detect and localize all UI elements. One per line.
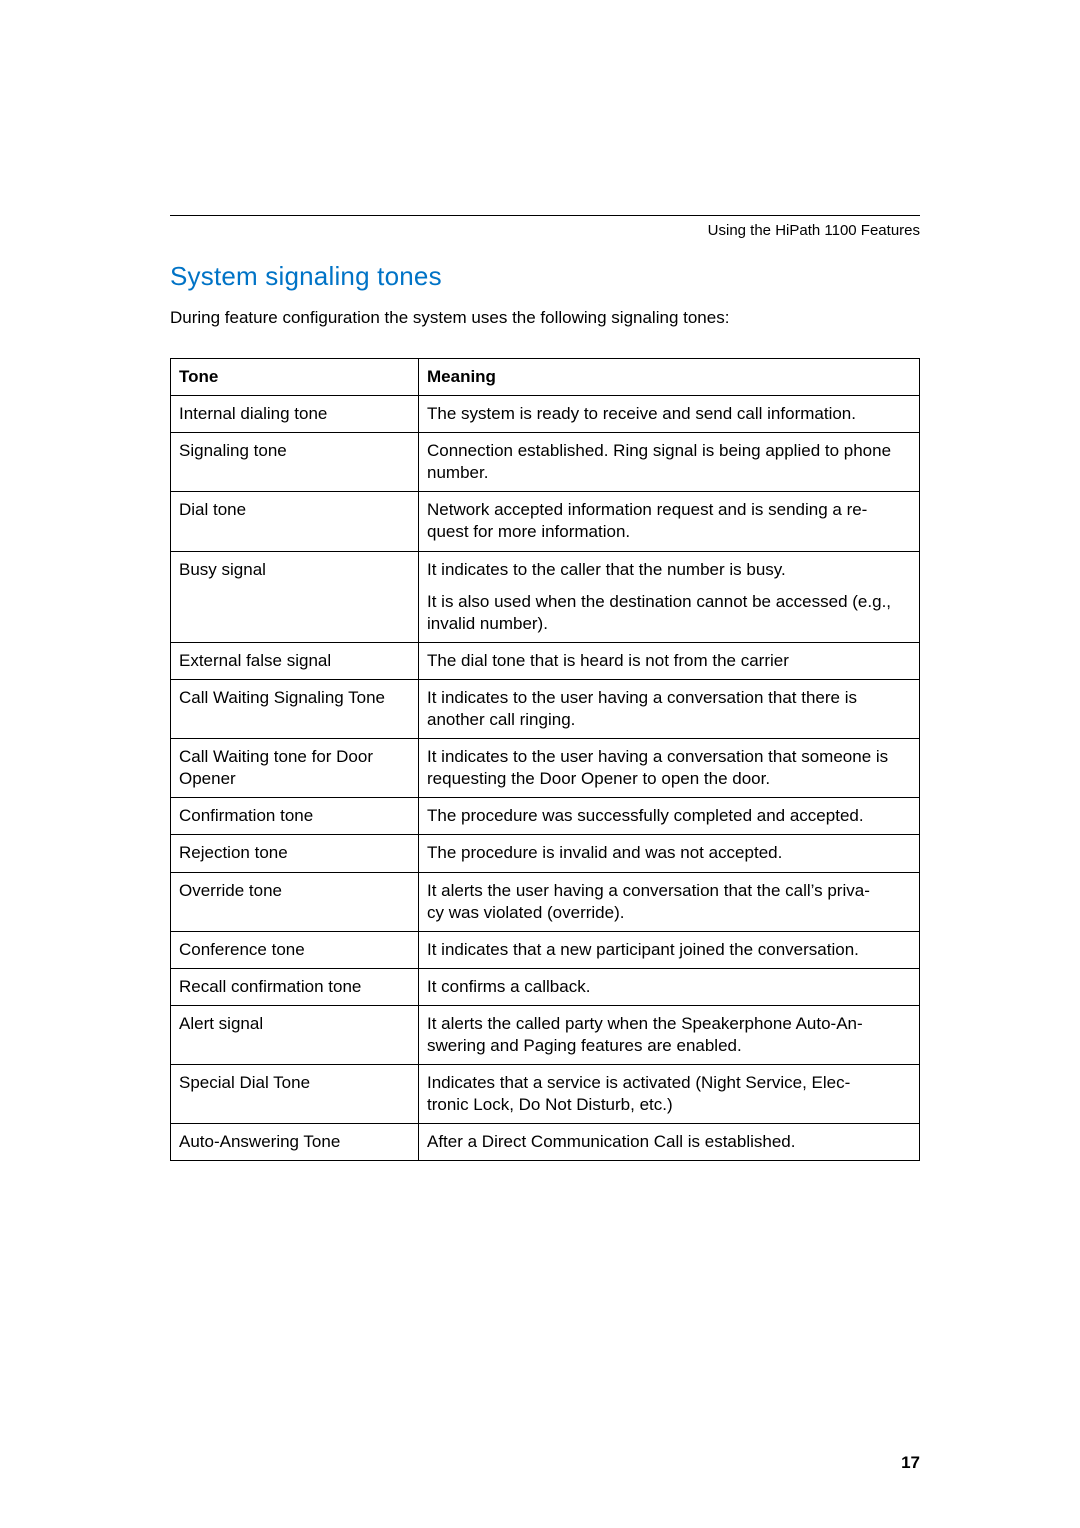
tone-cell: Busy signal bbox=[171, 551, 419, 642]
meaning-cell: Indicates that a service is activated (N… bbox=[419, 1065, 920, 1124]
meaning-cell: The system is ready to receive and send … bbox=[419, 396, 920, 433]
tone-cell: Internal dialing tone bbox=[171, 396, 419, 433]
tone-cell: Recall confirmation tone bbox=[171, 968, 419, 1005]
meaning-cell: Network accepted information request and… bbox=[419, 492, 920, 551]
tone-cell: Confirmation tone bbox=[171, 798, 419, 835]
meaning-cell: It alerts the user having a conversation… bbox=[419, 872, 920, 931]
section-title: System signaling tones bbox=[170, 261, 920, 292]
col-meaning-header: Meaning bbox=[419, 359, 920, 396]
tone-cell: Call Waiting Signaling Tone bbox=[171, 679, 419, 738]
table-row: Dial tone Network accepted information r… bbox=[171, 492, 920, 551]
table-header-row: Tone Meaning bbox=[171, 359, 920, 396]
table-row: Recall confirmation tone It confirms a c… bbox=[171, 968, 920, 1005]
table-row: Busy signal It indicates to the caller t… bbox=[171, 551, 920, 642]
tones-table: Tone Meaning Internal dialing tone The s… bbox=[170, 358, 920, 1161]
tone-cell: Conference tone bbox=[171, 931, 419, 968]
meaning-line: Indicates that a service is activated (N… bbox=[427, 1073, 850, 1092]
table-row: Internal dialing tone The system is read… bbox=[171, 396, 920, 433]
header-rule bbox=[170, 215, 920, 216]
intro-text: During feature configuration the system … bbox=[170, 308, 920, 328]
table-row: Alert signal It alerts the called party … bbox=[171, 1005, 920, 1064]
meaning-cell: It alerts the called party when the Spea… bbox=[419, 1005, 920, 1064]
tone-cell: Call Waiting tone for Door Opener bbox=[171, 739, 419, 798]
tone-cell: Auto-Answering Tone bbox=[171, 1124, 419, 1161]
meaning-line: quest for more information. bbox=[427, 522, 630, 541]
table-row: External false signal The dial tone that… bbox=[171, 642, 920, 679]
table-row: Confirmation tone The procedure was succ… bbox=[171, 798, 920, 835]
table-row: Conference tone It indicates that a new … bbox=[171, 931, 920, 968]
table-row: Call Waiting tone for Door Opener It ind… bbox=[171, 739, 920, 798]
table-row: Call Waiting Signaling Tone It indicates… bbox=[171, 679, 920, 738]
meaning-cell: It indicates to the user having a conver… bbox=[419, 679, 920, 738]
meaning-line: Network accepted information request and… bbox=[427, 500, 867, 519]
meaning-line: It alerts the user having a conversation… bbox=[427, 881, 870, 900]
page-number: 17 bbox=[901, 1453, 920, 1473]
meaning-line: It alerts the called party when the Spea… bbox=[427, 1014, 863, 1033]
table-row: Signaling tone Connection established. R… bbox=[171, 433, 920, 492]
tone-cell: Override tone bbox=[171, 872, 419, 931]
meaning-paragraph: It is also used when the destination can… bbox=[427, 591, 911, 635]
tone-cell: Rejection tone bbox=[171, 835, 419, 872]
meaning-cell: Connection established. Ring signal is b… bbox=[419, 433, 920, 492]
table-row: Rejection tone The procedure is invalid … bbox=[171, 835, 920, 872]
table-row: Auto-Answering Tone After a Direct Commu… bbox=[171, 1124, 920, 1161]
meaning-cell: It indicates to the caller that the numb… bbox=[419, 551, 920, 642]
tone-cell: Signaling tone bbox=[171, 433, 419, 492]
tone-cell: Alert signal bbox=[171, 1005, 419, 1064]
table-row: Override tone It alerts the user having … bbox=[171, 872, 920, 931]
meaning-line: cy was violated (override). bbox=[427, 903, 624, 922]
meaning-cell: It confirms a callback. bbox=[419, 968, 920, 1005]
running-header: Using the HiPath 1100 Features bbox=[170, 222, 920, 239]
meaning-paragraph: It indicates to the caller that the numb… bbox=[427, 559, 911, 581]
meaning-line: tronic Lock, Do Not Disturb, etc.) bbox=[427, 1095, 673, 1114]
tone-cell: External false signal bbox=[171, 642, 419, 679]
meaning-cell: The procedure was successfully completed… bbox=[419, 798, 920, 835]
meaning-cell: After a Direct Communication Call is est… bbox=[419, 1124, 920, 1161]
meaning-line: swering and Paging features are enabled. bbox=[427, 1036, 742, 1055]
meaning-cell: The procedure is invalid and was not acc… bbox=[419, 835, 920, 872]
tone-cell: Dial tone bbox=[171, 492, 419, 551]
meaning-cell: The dial tone that is heard is not from … bbox=[419, 642, 920, 679]
meaning-cell: It indicates that a new participant join… bbox=[419, 931, 920, 968]
tone-cell: Special Dial Tone bbox=[171, 1065, 419, 1124]
meaning-cell: It indicates to the user having a conver… bbox=[419, 739, 920, 798]
col-tone-header: Tone bbox=[171, 359, 419, 396]
table-row: Special Dial Tone Indicates that a servi… bbox=[171, 1065, 920, 1124]
